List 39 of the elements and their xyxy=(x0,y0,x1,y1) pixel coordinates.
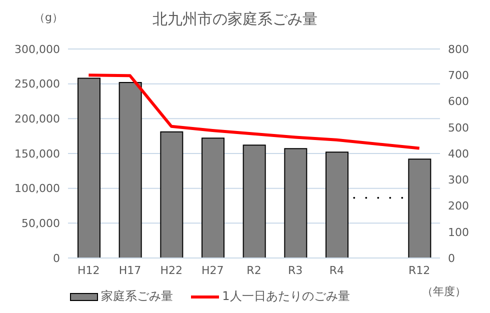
bar xyxy=(284,148,308,258)
line-series xyxy=(87,74,421,150)
bar xyxy=(118,82,142,258)
y2-tick-label: 100 xyxy=(448,226,469,239)
y-tick-label: 50,000 xyxy=(22,217,60,230)
bar xyxy=(78,78,100,258)
x-tick-label: H27 xyxy=(202,264,224,277)
x-tick-label: H12 xyxy=(78,264,100,277)
y-tick-label: 100,000 xyxy=(14,182,60,196)
bar xyxy=(326,152,348,258)
bar xyxy=(202,138,224,258)
y2-tick-label: 300 xyxy=(448,174,469,187)
bar xyxy=(160,131,184,258)
legend-label: 家庭系ごみ量 xyxy=(101,288,174,305)
chart-title: 北九州市の家庭系ごみ量 xyxy=(152,10,318,28)
y2-tick-label: 600 xyxy=(448,95,469,108)
x-tick-label: R2 xyxy=(246,264,262,277)
y2-tick-label: 800 xyxy=(448,42,469,56)
y-tick-label: 250,000 xyxy=(14,78,60,91)
y-axis-title: （g） xyxy=(34,10,63,25)
y-tick-label: 150,000 xyxy=(14,147,60,160)
bar xyxy=(408,158,432,258)
x-tick-label: R4 xyxy=(329,264,344,277)
bar xyxy=(242,144,266,258)
annotation: ・・・・・ xyxy=(348,190,408,207)
y2-tick-label: 200 xyxy=(448,200,469,213)
y2-tick-label: 0 xyxy=(448,252,455,265)
y2-tick-label: 400 xyxy=(448,147,469,160)
y-tick-label: 0 xyxy=(53,252,60,265)
legend-label: 1人一日あたりのごみ量 xyxy=(222,288,350,305)
y2-tick-label: 500 xyxy=(448,121,469,134)
x-tick-label: H22 xyxy=(160,264,182,277)
x-axis-title: （年度） xyxy=(422,284,466,299)
y2-tick-label: 700 xyxy=(448,69,469,82)
x-tick-label: R12 xyxy=(408,264,430,277)
x-tick-label: H17 xyxy=(118,264,142,277)
y-tick-label: 300,000 xyxy=(14,42,60,56)
x-tick-label: R3 xyxy=(288,264,303,277)
y-tick-label: 200,000 xyxy=(14,112,60,126)
